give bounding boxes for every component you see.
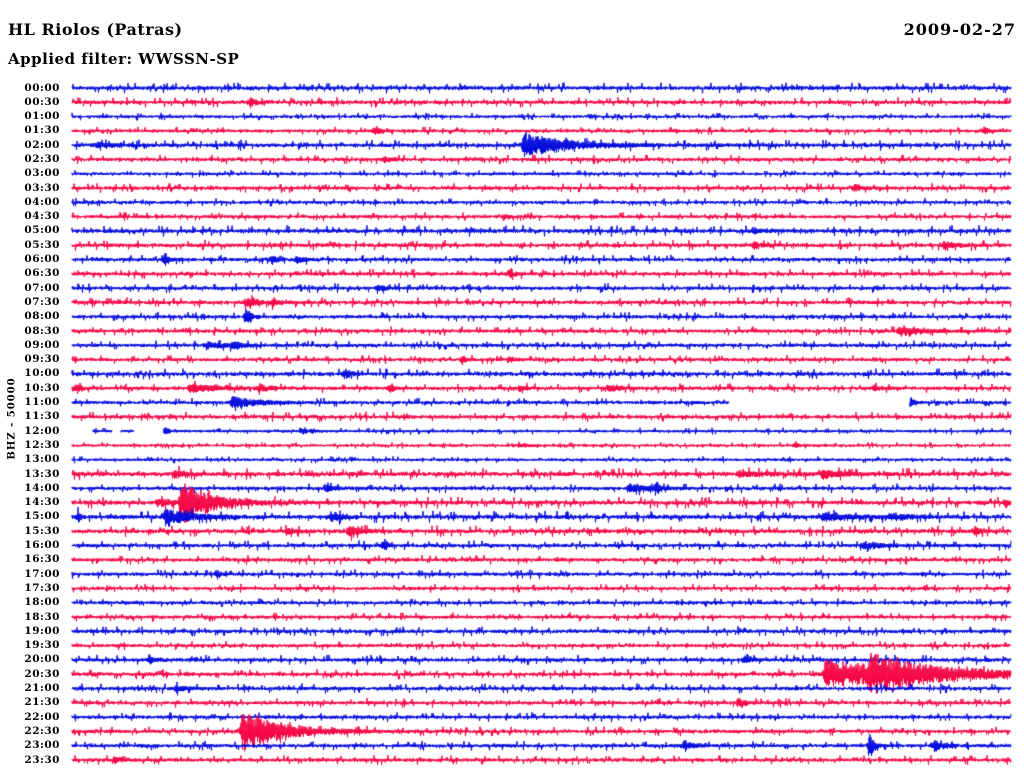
time-label-0730: 07:30 — [24, 295, 60, 308]
time-label-2100: 21:00 — [24, 682, 60, 694]
time-label-1000: 10:00 — [24, 367, 60, 380]
time-label-1130: 11:30 — [24, 410, 60, 423]
time-label-0600: 06:00 — [24, 253, 60, 266]
time-label-2000: 20:00 — [24, 653, 60, 666]
time-label-1300: 13:00 — [24, 453, 60, 466]
time-label-1100: 11:00 — [24, 396, 60, 409]
time-label-1530: 15:30 — [24, 524, 60, 537]
time-label-0230: 02:30 — [24, 152, 60, 165]
time-label-0830: 08:30 — [24, 324, 60, 337]
time-label-0200: 02:00 — [24, 138, 60, 151]
time-label-1230: 12:30 — [24, 438, 60, 451]
time-label-2330: 23:30 — [24, 753, 60, 766]
time-label-1330: 13:30 — [24, 467, 60, 480]
time-label-1200: 12:00 — [24, 424, 60, 437]
time-label-1730: 17:30 — [24, 581, 60, 594]
report-date: 2009-02-27 — [903, 20, 1016, 39]
time-label-0430: 04:30 — [24, 210, 60, 223]
time-label-0630: 06:30 — [24, 267, 60, 280]
page-title: HL Riolos (Patras) — [8, 20, 183, 39]
time-label-0900: 09:00 — [24, 338, 60, 351]
time-label-1030: 10:30 — [24, 381, 60, 394]
time-label-2030: 20:30 — [24, 667, 60, 680]
time-label-1700: 17:00 — [24, 567, 60, 580]
time-label-1630: 16:30 — [24, 553, 60, 566]
time-label-0300: 03:00 — [24, 167, 60, 180]
time-label-0800: 08:00 — [24, 310, 60, 323]
time-label-1430: 14:30 — [24, 496, 60, 509]
time-label-1800: 18:00 — [24, 596, 60, 609]
time-label-2300: 23:00 — [24, 739, 60, 752]
time-label-0930: 09:30 — [24, 353, 60, 366]
time-label-2200: 22:00 — [24, 710, 60, 723]
time-label-0000: 00:00 — [24, 81, 60, 94]
time-label-0530: 05:30 — [24, 238, 60, 251]
time-label-0400: 04:00 — [24, 195, 60, 208]
time-label-1600: 16:00 — [24, 539, 60, 552]
time-label-0030: 00:30 — [24, 95, 60, 108]
applied-filter-label: Applied filter: WWSSN-SP — [8, 50, 240, 68]
time-label-1930: 19:30 — [24, 639, 60, 652]
time-label-0130: 01:30 — [24, 124, 60, 137]
time-label-0700: 07:00 — [24, 281, 60, 294]
time-label-1900: 19:00 — [24, 624, 60, 637]
time-label-1830: 18:30 — [24, 610, 60, 623]
time-label-1400: 14:00 — [24, 481, 60, 494]
time-label-1500: 15:00 — [24, 510, 60, 523]
time-label-0100: 01:00 — [24, 110, 60, 123]
time-label-0330: 03:30 — [24, 181, 60, 194]
time-label-2230: 22:30 — [24, 724, 60, 737]
time-label-2130: 21:30 — [24, 696, 60, 709]
time-label-0500: 05:00 — [24, 224, 60, 237]
